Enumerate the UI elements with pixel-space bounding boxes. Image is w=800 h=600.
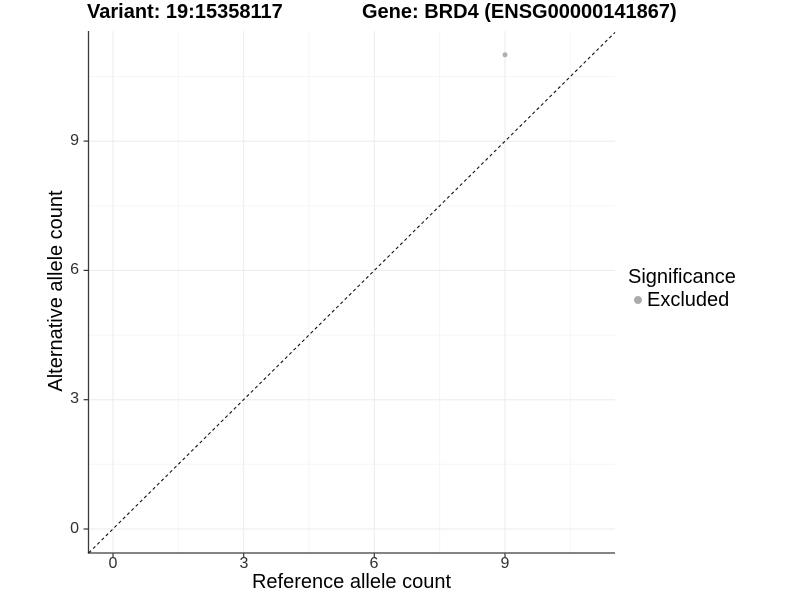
x-tick-label-6: 6 (369, 555, 379, 572)
x-tick-label-3: 3 (239, 555, 249, 572)
x-tick-label-9: 9 (500, 555, 510, 572)
y-tick-label-9: 9 (70, 132, 79, 149)
identity-line (88, 32, 616, 554)
gridlines-minor (88, 31, 615, 553)
data-point (502, 52, 508, 58)
legend: Significance Excluded (628, 266, 736, 311)
legend-title: Significance (628, 266, 736, 288)
legend-entry-excluded: Excluded (628, 289, 736, 311)
legend-key-dot-icon (634, 296, 642, 304)
y-axis-tick-marks (83, 140, 88, 530)
legend-entry-label: Excluded (647, 289, 730, 311)
y-tick-label-3: 3 (70, 390, 79, 407)
plot-title-gene: Gene: BRD4 (ENSG00000141867) (362, 1, 677, 23)
y-axis-title: Alternative allele count (45, 190, 67, 392)
x-axis-title: Reference allele count (251, 571, 451, 593)
plot-title-variant: Variant: 19:15358117 (87, 1, 283, 23)
y-tick-label-6: 6 (70, 261, 79, 278)
y-tick-label-0: 0 (70, 520, 79, 537)
gridlines-major (88, 31, 615, 553)
x-axis-tick-marks (112, 553, 506, 558)
x-tick-label-0: 0 (108, 555, 118, 572)
